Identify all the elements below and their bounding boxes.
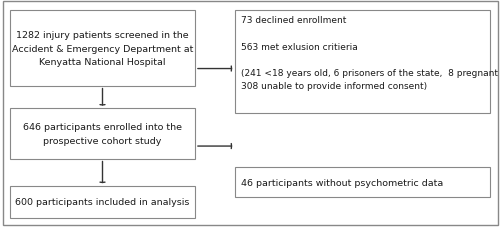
FancyBboxPatch shape <box>10 186 195 218</box>
Text: 600 participants included in analysis: 600 participants included in analysis <box>16 197 190 207</box>
FancyBboxPatch shape <box>10 11 195 86</box>
Text: 46 participants without psychometric data: 46 participants without psychometric dat… <box>241 178 444 187</box>
FancyBboxPatch shape <box>235 11 490 114</box>
Text: 646 participants enrolled into the
prospective cohort study: 646 participants enrolled into the prosp… <box>23 123 182 145</box>
FancyBboxPatch shape <box>235 167 490 197</box>
Text: 73 declined enrollment

563 met exlusion critieria

(241 <18 years old, 6 prison: 73 declined enrollment 563 met exlusion … <box>241 16 500 91</box>
Text: 1282 injury patients screened in the
Accident & Emergency Department at
Kenyatta: 1282 injury patients screened in the Acc… <box>12 31 193 67</box>
FancyBboxPatch shape <box>10 109 195 159</box>
